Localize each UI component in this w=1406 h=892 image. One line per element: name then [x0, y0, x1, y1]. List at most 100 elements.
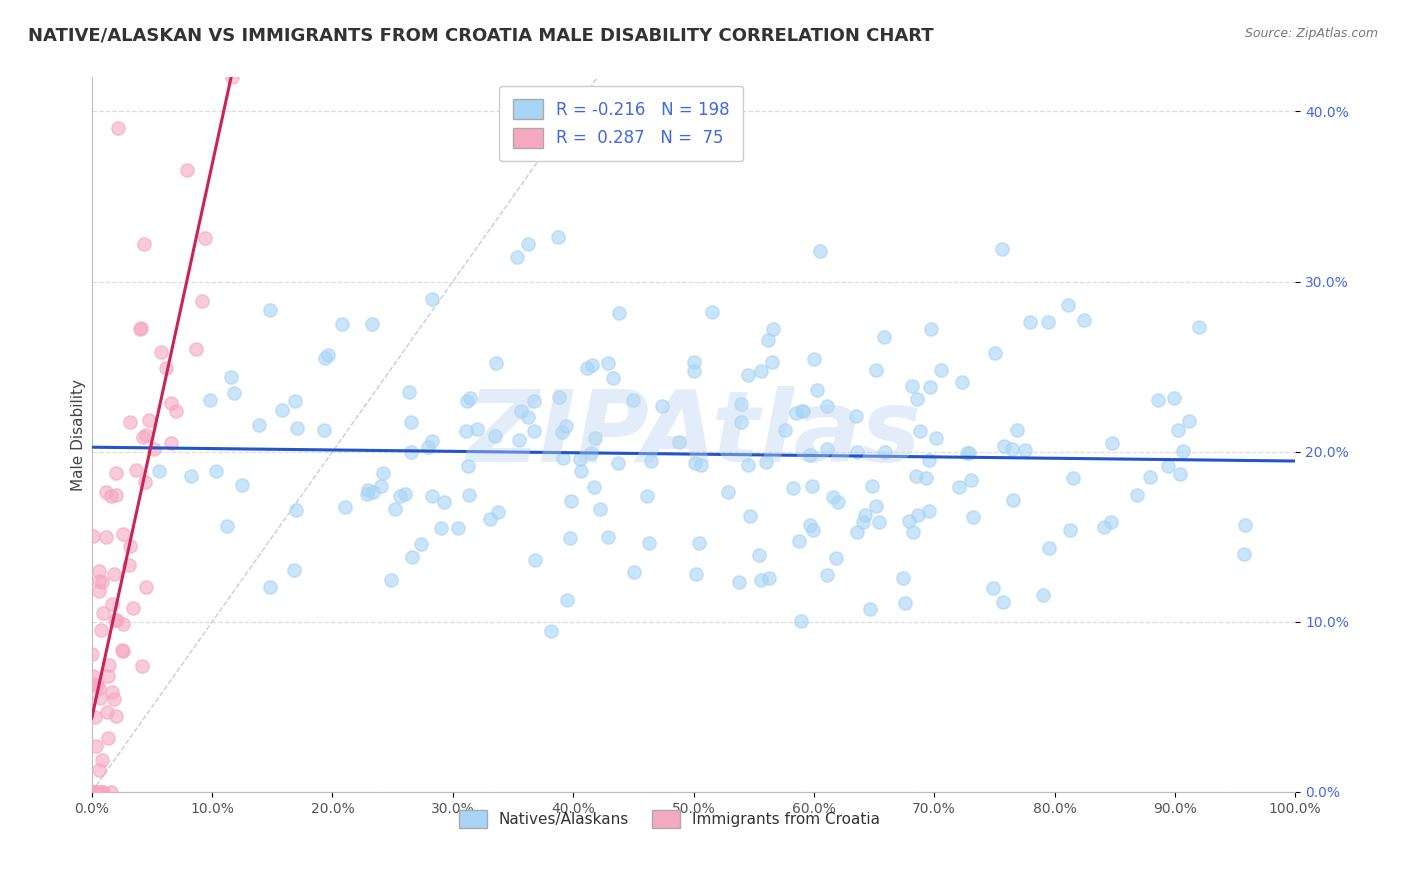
Point: [901, 378, 924, 392]
Point: [83, 785, 105, 799]
Point: [83, 785, 105, 799]
Point: [560, 494, 582, 508]
Point: [80, 785, 103, 799]
Point: [517, 409, 540, 424]
Point: [333, 500, 356, 515]
Point: [621, 392, 644, 407]
Point: [190, 294, 212, 309]
Text: NATIVE/ALASKAN VS IMMIGRANTS FROM CROATIA MALE DISABILITY CORRELATION CHART: NATIVE/ALASKAN VS IMMIGRANTS FROM CROATI…: [28, 27, 934, 45]
Point: [283, 563, 305, 577]
Point: [602, 371, 624, 385]
Point: [782, 482, 804, 496]
Point: [129, 322, 152, 336]
Point: [962, 509, 984, 524]
Point: [132, 430, 155, 444]
Point: [456, 393, 478, 408]
Point: [1038, 541, 1060, 556]
Point: [316, 349, 339, 363]
Point: [1002, 493, 1025, 508]
Point: [623, 565, 645, 579]
Point: [558, 531, 581, 545]
Point: [103, 691, 125, 706]
Point: [131, 658, 153, 673]
Point: [398, 385, 420, 400]
Point: [259, 580, 281, 594]
Point: [143, 442, 166, 456]
Point: [510, 404, 533, 418]
Point: [1171, 444, 1194, 458]
Point: [224, 386, 246, 401]
Point: [361, 484, 384, 499]
Point: [825, 551, 848, 566]
Point: [905, 392, 928, 406]
Point: [285, 420, 308, 434]
Point: [523, 393, 546, 408]
Point: [384, 502, 406, 516]
Point: [204, 464, 226, 478]
Point: [865, 499, 887, 513]
Point: [198, 392, 221, 407]
Point: [737, 368, 759, 382]
Point: [728, 574, 751, 589]
Point: [105, 613, 128, 627]
Point: [160, 436, 183, 450]
Point: [89, 691, 111, 706]
Point: [918, 379, 941, 393]
Point: [420, 292, 443, 306]
Point: [756, 333, 779, 347]
Point: [761, 355, 783, 369]
Point: [845, 525, 868, 540]
Point: [91, 754, 114, 768]
Point: [524, 553, 547, 567]
Point: [550, 425, 572, 439]
Point: [97, 658, 120, 673]
Point: [859, 602, 882, 616]
Point: [956, 446, 979, 460]
Point: [1157, 459, 1180, 474]
Point: [111, 643, 134, 657]
Point: [231, 478, 253, 492]
Point: [433, 495, 456, 509]
Point: [165, 403, 187, 417]
Point: [117, 558, 139, 573]
Point: [411, 537, 433, 551]
Point: [1032, 588, 1054, 602]
Point: [523, 424, 546, 438]
Point: [221, 70, 243, 85]
Point: [101, 597, 124, 611]
Point: [486, 505, 509, 519]
Point: [789, 533, 811, 548]
Point: [751, 364, 773, 378]
Point: [430, 521, 453, 535]
Point: [606, 456, 628, 470]
Point: [134, 475, 156, 490]
Point: [104, 488, 127, 502]
Point: [285, 502, 308, 516]
Point: [950, 375, 973, 389]
Point: [1233, 548, 1256, 562]
Point: [271, 403, 294, 417]
Point: [790, 404, 813, 418]
Point: [83, 785, 105, 799]
Point: [557, 593, 579, 607]
Point: [827, 495, 849, 509]
Point: [607, 306, 630, 320]
Point: [1059, 523, 1081, 537]
Point: [569, 464, 592, 478]
Point: [806, 383, 828, 397]
Point: [740, 508, 762, 523]
Text: ZIPAtlas: ZIPAtlas: [467, 386, 921, 483]
Point: [465, 422, 488, 436]
Point: [82, 529, 104, 543]
Point: [107, 121, 129, 136]
Point: [399, 415, 422, 429]
Point: [758, 571, 780, 585]
Point: [94, 485, 117, 500]
Point: [668, 434, 690, 449]
Point: [984, 346, 1007, 360]
Point: [547, 390, 569, 404]
Point: [929, 362, 952, 376]
Point: [845, 445, 868, 459]
Point: [134, 236, 156, 251]
Point: [700, 304, 723, 318]
